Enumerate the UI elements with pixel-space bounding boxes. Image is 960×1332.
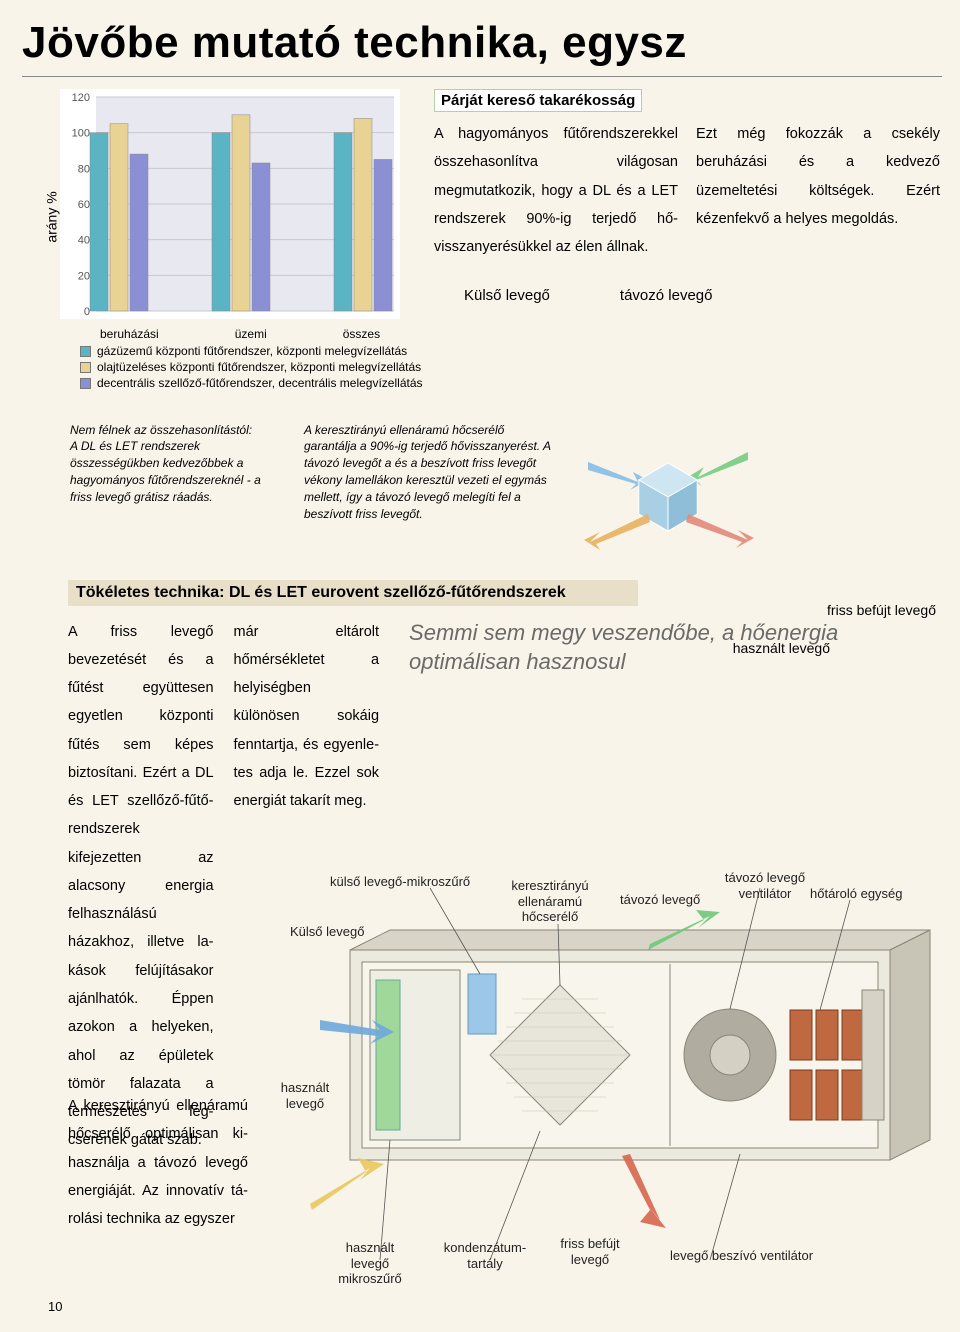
svg-text:60: 60 xyxy=(78,199,90,211)
mid-col-1b: A keresztirányú ellenáramú hőcserélő opt… xyxy=(68,1092,248,1233)
bar-chart: 0 20 40 60 80 100 120 xyxy=(60,89,400,319)
svg-text:80: 80 xyxy=(78,163,90,175)
dlabel-hasznalt-mikro: használt levegő mikroszűrő xyxy=(330,1240,410,1287)
chart-zone: arány % 020406080100120 beruházási üzemi… xyxy=(60,89,430,392)
cat-1: üzemi xyxy=(235,327,267,341)
svg-text:0: 0 xyxy=(84,306,90,318)
dlabel-kondenz: kondenzátum­tartály xyxy=(440,1240,530,1271)
dlabel-kereszt: keresztirányú ellenáramú hőcserélő xyxy=(500,878,600,925)
cat-0: beruházási xyxy=(100,327,159,341)
intro-col1: A hagyományos fűtőrend­szerekkel összeha… xyxy=(434,120,678,261)
air-labels: Külső levegő távozó levegő xyxy=(464,287,940,304)
cube-note-right: A keresztirányú ellenáramú hőcserélő gar… xyxy=(304,422,554,562)
used-air-label: használt levegő xyxy=(733,640,830,656)
chart-legend: gázüzemű központi fűtőrendszer, központi… xyxy=(60,343,430,392)
dlabel-tavozo-vent: távozó levegő ventilátor xyxy=(720,870,810,901)
page-number: 10 xyxy=(48,1299,62,1314)
air-tavozo: távozó levegő xyxy=(620,287,713,304)
unit-diagram: külső levegő-mikroszűrő Külső levegő ker… xyxy=(290,880,940,1280)
svg-text:120: 120 xyxy=(72,92,90,104)
dlabel-hotarolo: hőtároló egység xyxy=(810,886,903,902)
air-kulso: Külső levegő xyxy=(464,287,550,304)
dlabel-friss: friss befújt levegő xyxy=(550,1236,630,1267)
cube-graphic xyxy=(578,422,758,562)
cube-row: Nem félnek az összehasonlítástól:A DL és… xyxy=(70,422,960,562)
cube-icon xyxy=(578,422,758,562)
cat-2: összes xyxy=(343,327,380,341)
dlabel-kulso: Külső levegő xyxy=(290,924,364,940)
svg-text:40: 40 xyxy=(78,235,90,247)
page-title: Jövőbe mutató technika, egysz xyxy=(0,0,960,76)
chart-category-row: beruházási üzemi összes xyxy=(100,327,430,341)
svg-text:100: 100 xyxy=(72,128,90,140)
dlabel-hasznalt: használt levegő xyxy=(270,1080,340,1111)
fresh-air-label: friss befújt levegő xyxy=(827,602,936,618)
intro-col2: Ezt még fokozzák a csekély beruházási és… xyxy=(696,120,940,261)
intro-text: Párját kereső takarékosság A hagyományos… xyxy=(430,89,960,392)
mid-col-1: A friss levegő bevezetését és a fűtést e… xyxy=(68,618,214,1155)
dlabel-beszivo: levegő beszívó ventilátor xyxy=(670,1248,813,1264)
cube-note-left: Nem félnek az összehasonlítástól:A DL és… xyxy=(70,422,280,562)
chart-y-label: arány % xyxy=(44,191,60,242)
intro-box-title: Párját kereső takarékosság xyxy=(434,89,642,112)
dlabel-kulso-mikro: külső levegő-mikroszűrő xyxy=(330,874,470,890)
dlabel-tavozo: távozó levegő xyxy=(620,892,700,908)
title-rule xyxy=(22,76,942,77)
top-row: arány % 0 20 40 60 80 100 120 beruházási üzemi… xyxy=(0,89,960,392)
unit-illustration xyxy=(290,880,940,1280)
section-title: Tökéletes technika: DL és LET eurovent s… xyxy=(68,580,638,606)
svg-text:20: 20 xyxy=(78,270,90,282)
